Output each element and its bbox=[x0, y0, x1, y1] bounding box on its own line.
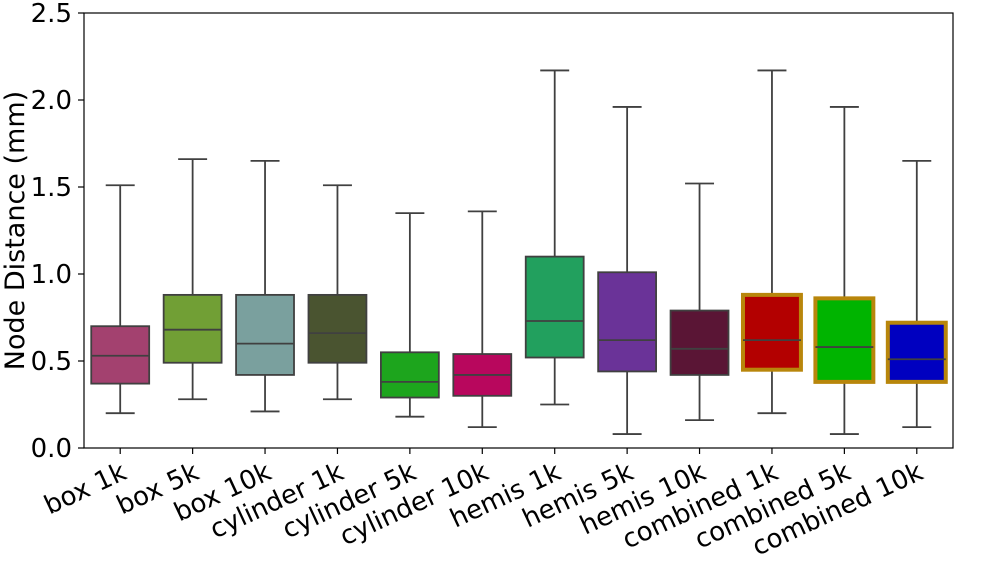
box-group-hemis-5k bbox=[597, 106, 657, 435]
box-iqr bbox=[235, 293, 295, 376]
box-group-combined-5k bbox=[813, 106, 876, 435]
plot-frame bbox=[83, 12, 954, 449]
x-tick-label: box 1k bbox=[40, 457, 131, 521]
box-iqr bbox=[885, 320, 948, 384]
box-iqr bbox=[669, 309, 730, 376]
box-group-cylinder-1k bbox=[307, 184, 368, 401]
box-iqr bbox=[740, 292, 803, 372]
y-axis-label: Node Distance (mm) bbox=[0, 91, 31, 370]
y-tick-label: 1.0 bbox=[31, 260, 72, 290]
box-group-hemis-1k bbox=[524, 69, 585, 406]
y-tick-label: 0.0 bbox=[31, 434, 72, 464]
y-tick-label: 0.5 bbox=[31, 347, 72, 377]
box-iqr bbox=[597, 271, 657, 373]
y-axis: 0.0 0.5 1.0 1.5 2.0 2.5 bbox=[31, 0, 84, 464]
y-tick-label: 1.5 bbox=[31, 173, 72, 203]
box-group-cylinder-5k bbox=[380, 212, 440, 418]
box-group-hemis-10k bbox=[669, 182, 730, 422]
box-iqr bbox=[524, 255, 585, 359]
box-iqr bbox=[380, 351, 440, 399]
box-group-combined-10k bbox=[885, 159, 948, 429]
y-tick-label: 2.5 bbox=[31, 0, 72, 29]
box-group-box-10k bbox=[235, 159, 295, 413]
box-group-box-1k bbox=[90, 184, 151, 415]
box-group-box-5k bbox=[162, 158, 223, 401]
box-iqr bbox=[813, 296, 876, 384]
y-tick-label: 2.0 bbox=[31, 86, 72, 116]
box-group-combined-1k bbox=[740, 69, 803, 415]
box-group-cylinder-10k bbox=[452, 210, 513, 429]
plot-area bbox=[90, 69, 948, 435]
box-iqr bbox=[307, 293, 368, 364]
